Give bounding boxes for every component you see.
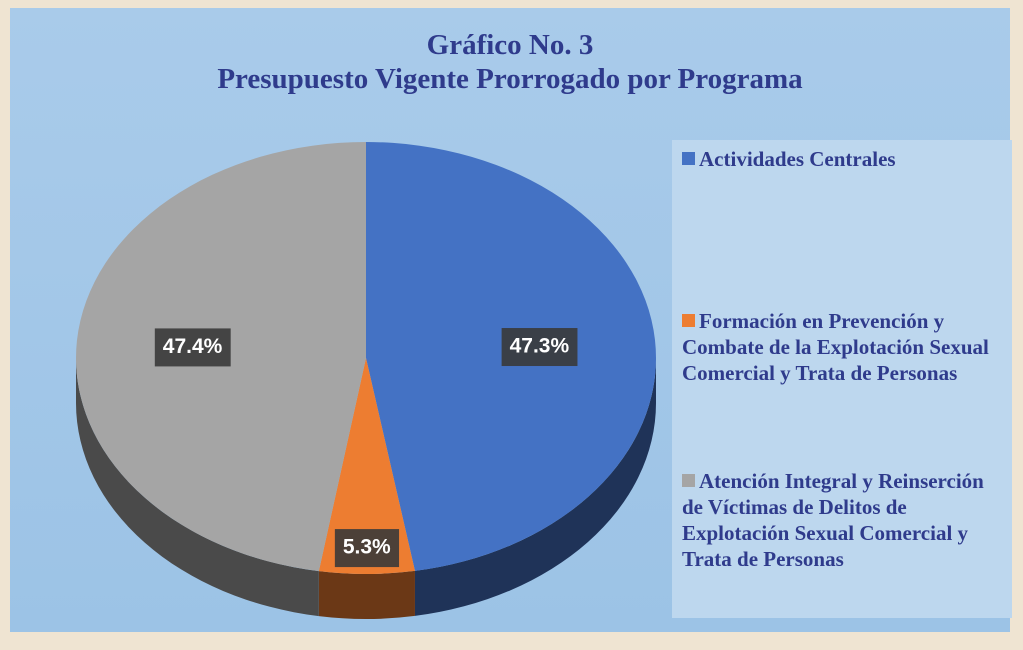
value-label: 5.3% xyxy=(343,536,391,559)
value-label-group: 5.3% xyxy=(334,529,400,568)
legend-entry: Formación en Prevención y Combate de la … xyxy=(682,308,1007,386)
legend-swatch xyxy=(682,474,695,487)
pie-slice xyxy=(318,358,415,575)
chart-subtitle: Presupuesto Vigente Prorrogado por Progr… xyxy=(217,63,803,95)
legend: Actividades Centrales Formación en Preven… xyxy=(672,140,1012,618)
value-label: 47.3% xyxy=(510,335,570,358)
legend-entry: Atención Integral y Reinserción de Vícti… xyxy=(682,468,1007,572)
legend-swatch xyxy=(682,152,695,165)
value-label-box xyxy=(501,328,578,367)
pie-side xyxy=(414,358,656,616)
legend-entry: Actividades Centrales xyxy=(682,146,1007,172)
legend-label: Atención Integral y Reinserción de Vícti… xyxy=(682,469,984,571)
legend-label: Formación en Prevención y Combate de la … xyxy=(682,309,989,385)
value-label-box xyxy=(334,529,400,568)
legend-swatch xyxy=(682,314,695,327)
chart-title: Gráfico No. 3 xyxy=(426,29,594,61)
value-label-group: 47.3% xyxy=(501,328,578,367)
pie-side xyxy=(76,358,319,617)
legend-label: Actividades Centrales xyxy=(699,147,896,171)
pie-side xyxy=(318,570,415,619)
value-label-box xyxy=(154,328,231,367)
value-label-group: 47.4% xyxy=(154,328,231,367)
title-block: Gráfico No. 3 Presupuesto Vigente Prorro… xyxy=(10,28,1010,96)
value-label: 47.4% xyxy=(163,335,223,358)
